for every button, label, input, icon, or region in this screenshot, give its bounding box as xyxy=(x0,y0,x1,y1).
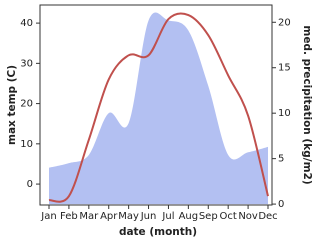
x-tick-label: Nov xyxy=(238,211,258,222)
y-tick-label: 30 xyxy=(20,58,33,69)
y-axis-label: max temp (C) xyxy=(6,65,18,145)
x-tick-label: Mar xyxy=(79,211,99,222)
x-tick-label: Aug xyxy=(179,211,199,222)
x-tick-label: Jan xyxy=(40,211,56,222)
plot-frame xyxy=(39,4,273,206)
y2-tick-label: 0 xyxy=(278,199,284,210)
y2-tick-label: 15 xyxy=(278,63,291,74)
precip-area xyxy=(49,12,268,205)
x-tick-label: Jul xyxy=(161,211,174,222)
y-tick-label: 20 xyxy=(20,99,33,110)
y2-tick-label: 10 xyxy=(278,108,291,119)
x-tick-label: Jun xyxy=(140,211,157,222)
y2-tick-label: 20 xyxy=(278,17,291,28)
x-tick-label: Oct xyxy=(220,211,237,222)
y2-tick-label: 5 xyxy=(278,154,284,165)
y-tick-label: 10 xyxy=(20,139,33,150)
y2-axis-label: med. precipitation (kg/m2) xyxy=(301,25,313,184)
y-tick-label: 0 xyxy=(27,179,33,190)
y-tick-label: 40 xyxy=(20,18,33,29)
temp-line xyxy=(48,12,269,203)
x-tick-label: May xyxy=(118,211,139,222)
x-axis-label: date (month) xyxy=(119,226,197,238)
x-tick-label: Dec xyxy=(258,211,277,222)
x-tick-label: Feb xyxy=(60,211,78,222)
x-tick-label: Sep xyxy=(199,211,218,222)
x-tick-label: Apr xyxy=(100,211,118,222)
